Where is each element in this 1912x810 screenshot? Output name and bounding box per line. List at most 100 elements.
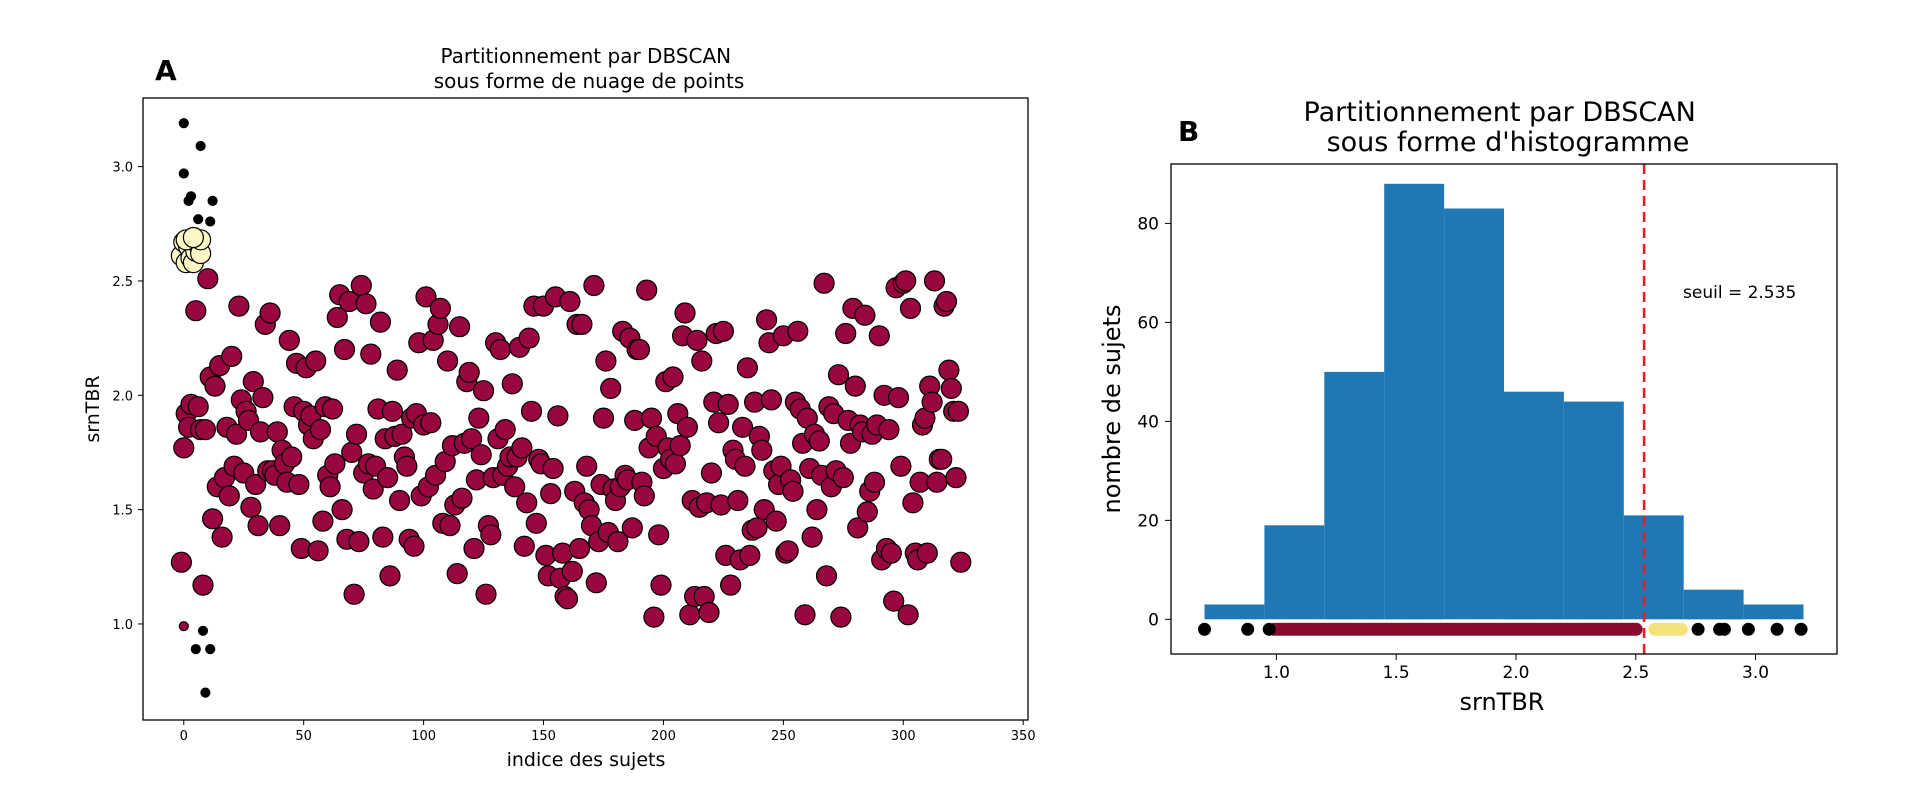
scatter-point-cluster <box>902 492 924 514</box>
scatter-point-cluster <box>305 350 327 372</box>
scatter-point-cluster <box>899 297 922 319</box>
strip-point-noise <box>1794 622 1808 636</box>
scatter-point-cluster <box>950 551 972 573</box>
panel-b-letter: B <box>1178 115 1199 148</box>
scatter-point-cluster <box>475 583 497 605</box>
scatter-point-cluster <box>883 590 905 612</box>
scatter-point-cluster <box>288 473 310 496</box>
scatter-point-cluster <box>856 501 878 523</box>
scatter-point-cluster <box>228 295 250 317</box>
scatter-point-cluster <box>194 419 216 441</box>
scatter-point-cluster <box>326 306 348 329</box>
scatter-point-noise <box>193 214 204 225</box>
scatter-point-cluster <box>480 524 502 546</box>
scatter-point-cluster <box>355 293 377 315</box>
y-tick-label: 60 <box>1137 313 1159 333</box>
scatter-point-cluster <box>734 455 756 477</box>
histogram-bar <box>1444 208 1504 620</box>
scatter-point-cluster <box>173 437 195 459</box>
scatter-point-cluster <box>878 419 900 441</box>
panel-b-y-ticks: 0 20 40 60 80 <box>1137 214 1171 630</box>
scatter-point-cluster <box>897 604 919 626</box>
scatter-point-cluster <box>844 375 866 397</box>
scatter-point-cluster <box>269 514 291 537</box>
scatter-point-cluster <box>247 514 269 537</box>
scatter-point-cluster <box>806 499 828 521</box>
scatter-point-cluster <box>278 329 300 351</box>
scatter-point-cluster <box>628 338 651 361</box>
histogram-bar <box>1623 515 1684 620</box>
scatter-point-cluster <box>938 359 960 381</box>
panel-a: A Partitionnement par DBSCAN sous forme … <box>82 44 1036 771</box>
scatter-point-cluster <box>429 297 451 319</box>
scatter-point-cluster <box>372 526 394 548</box>
scatter-point-cluster <box>717 393 739 415</box>
scatter-point-cluster <box>755 309 778 331</box>
scatter-point-cluster <box>379 565 401 587</box>
scatter-point-cluster <box>348 530 370 553</box>
panel-b-y-label: nombre de sujets <box>1098 305 1126 514</box>
strip-point-noise <box>1198 622 1211 636</box>
scatter-point-cluster <box>343 583 365 605</box>
scatter-point-cluster <box>377 467 399 489</box>
scatter-point-cluster <box>676 416 699 438</box>
panel-b-title-line-1: Partitionnement par DBSCAN <box>1304 97 1696 128</box>
x-tick-label: 250 <box>771 729 796 744</box>
scatter-point-cluster <box>312 510 334 532</box>
scatter-point-cluster <box>350 274 372 297</box>
scatter-point-cluster <box>827 364 850 386</box>
panel-b-title: Partitionnement par DBSCAN sous forme d'… <box>1304 97 1705 158</box>
scatter-point-cluster <box>458 361 480 383</box>
scatter-point-cluster <box>947 400 970 422</box>
scatter-point-cluster <box>170 551 192 573</box>
scatter-point-noise <box>200 687 211 698</box>
scatter-point-noise <box>205 216 216 227</box>
panel-a-letter: A <box>155 54 177 87</box>
histogram-bar <box>1563 401 1624 620</box>
panel-b-threshold-label: seuil = 2.535 <box>1683 283 1796 303</box>
scatter-point-cluster <box>204 375 226 397</box>
panel-b-point-strip <box>1198 622 1808 636</box>
scatter-point-cluster <box>513 535 535 557</box>
y-tick-label: 40 <box>1137 412 1159 432</box>
scatter-point-cluster <box>633 485 655 507</box>
scatter-point-cluster <box>592 407 615 429</box>
scatter-point-cluster <box>808 430 830 452</box>
scatter-point-cluster <box>473 380 495 402</box>
scatter-point-cluster <box>470 444 492 466</box>
panel-b: B Partitionnement par DBSCAN sous forme … <box>1098 97 1838 716</box>
scatter-point-cluster <box>259 302 281 324</box>
x-tick-label: 2.5 <box>1622 663 1649 683</box>
scatter-point-cluster <box>739 544 761 567</box>
scatter-point-cluster <box>511 437 533 459</box>
scatter-point-cluster <box>751 439 773 461</box>
x-tick-label: 3.0 <box>1742 663 1769 683</box>
scatter-point-cluster <box>890 455 912 477</box>
scatter-point-cluster <box>561 560 583 583</box>
strip-point-cluster <box>1629 622 1643 636</box>
strip-point-core <box>1674 622 1688 636</box>
scatter-point-cluster <box>386 359 408 381</box>
scatter-point-noise <box>205 643 216 655</box>
scatter-point-cluster <box>847 517 869 539</box>
scatter-point-cluster <box>389 489 411 512</box>
scatter-point-cluster <box>832 467 854 489</box>
histogram-bar <box>1504 391 1564 620</box>
scatter-point-cluster <box>600 377 622 399</box>
scatter-point-cluster <box>319 476 341 498</box>
scatter-point-cluster <box>178 621 189 632</box>
y-tick-label: 0 <box>1148 610 1159 630</box>
scatter-point-cluster <box>307 540 329 562</box>
scatter-point-cluster <box>926 471 948 493</box>
scatter-point-cluster <box>516 492 538 514</box>
panel-a-title: Partitionnement par DBSCAN sous forme de… <box>434 44 745 93</box>
histogram-bar <box>1384 183 1445 620</box>
scatter-point-cluster <box>669 435 691 457</box>
scatter-point-noise <box>185 191 197 202</box>
x-tick-label: 2.0 <box>1502 663 1529 683</box>
scatter-point-cluster <box>321 398 344 420</box>
scatter-point-cluster <box>777 540 799 562</box>
scatter-point-cluster <box>420 412 442 434</box>
scatter-point-cluster <box>674 302 696 324</box>
